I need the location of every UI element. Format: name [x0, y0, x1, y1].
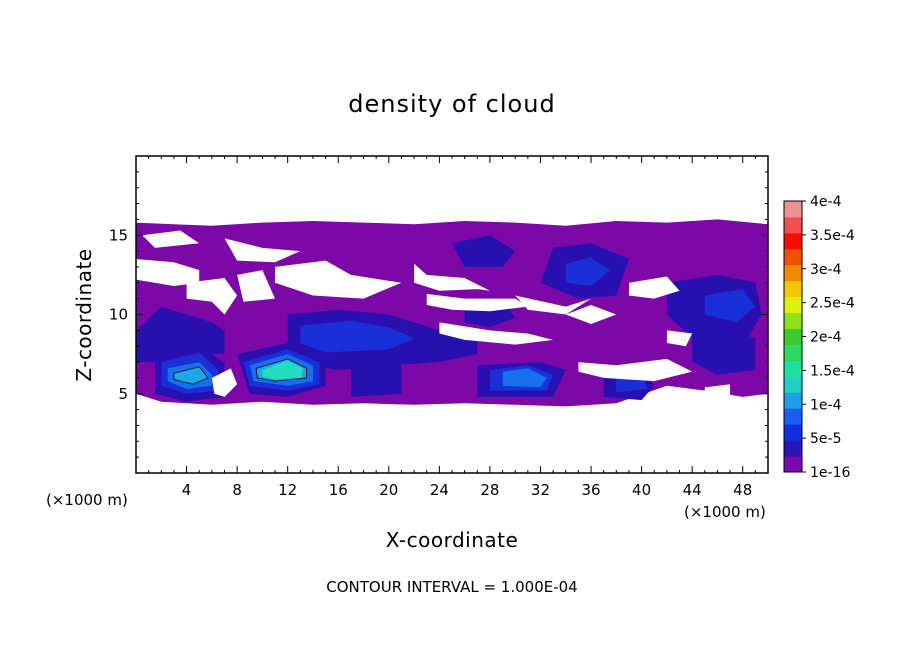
y-tick-label: 15: [109, 226, 128, 244]
no-cloud-area: [414, 263, 490, 291]
x-tick-label: 44: [683, 481, 702, 499]
contour-region-level-3: [502, 368, 547, 388]
y-tick-label: 5: [118, 385, 128, 403]
x-tick-label: 40: [632, 481, 651, 499]
x-tick-label: 20: [379, 481, 398, 499]
colorbar-swatch: [784, 216, 802, 234]
colorbar-label: 2.5e-4: [810, 296, 855, 312]
x-axis-label: X-coordinate: [386, 528, 519, 552]
no-cloud-area: [666, 330, 693, 347]
colorbar-labels: 1e-16 5e-5 1e-4 1.5e-4 2e-4 2.5e-4 3e-4 3.5e-4 4…: [810, 194, 855, 481]
x-tick-label: 28: [480, 481, 499, 499]
x-tick-label: 32: [531, 481, 550, 499]
colorbar-swatch: [784, 201, 802, 218]
colorbar-label: 1e-16: [810, 465, 850, 481]
no-cloud-area: [426, 293, 528, 312]
colorbar-swatch: [784, 296, 802, 314]
no-cloud-area: [224, 238, 301, 263]
colorbar-label: 4e-4: [810, 194, 842, 210]
contour-interval-note: CONTOUR INTERVAL = 1.000E-04: [326, 578, 577, 596]
colorbar-label: 1e-4: [810, 397, 842, 413]
no-cloud-areas: [136, 230, 768, 410]
x-unit-left: (×1000 m): [46, 491, 128, 509]
contour-region-level-2: [565, 257, 610, 286]
contour-region-level-5: [262, 360, 303, 380]
x-tick-label: 24: [430, 481, 449, 499]
contour-line: [173, 366, 209, 385]
colorbar-swatch: [784, 328, 802, 345]
axis-ticks: [136, 156, 768, 473]
no-cloud-area: [136, 259, 200, 286]
contour-line: [255, 358, 308, 382]
contour-region-level-2: [300, 320, 415, 353]
colorbar-swatch: [784, 376, 802, 393]
x-unit-right: (×1000 m): [684, 503, 766, 521]
x-tick-label: 4: [182, 481, 192, 499]
colorbar: [783, 200, 806, 473]
no-cloud-area: [237, 270, 275, 302]
no-cloud-area: [275, 260, 402, 299]
no-cloud-area: [515, 295, 591, 315]
y-tick-label: 10: [109, 306, 128, 324]
x-tick-label: 36: [581, 481, 600, 499]
contour-region-level-2: [704, 289, 756, 323]
contour-region-level-1: [692, 330, 756, 375]
colorbar-label: 2e-4: [810, 330, 842, 346]
colorbar-swatch: [784, 312, 802, 330]
colorbar-swatch: [784, 392, 802, 409]
no-cloud-area: [142, 230, 200, 248]
colorbar-label: 5e-5: [810, 431, 841, 447]
x-tick-label: 16: [329, 481, 348, 499]
no-cloud-area: [211, 368, 238, 397]
colorbar-swatch: [784, 424, 802, 441]
no-cloud-area: [704, 384, 731, 397]
colorbar-label: 3.5e-4: [810, 228, 855, 244]
no-cloud-area: [641, 393, 768, 410]
colorbar-swatch: [784, 264, 802, 282]
colorbar-swatch: [784, 408, 802, 425]
contour-region-level-1: [350, 362, 402, 397]
colorbar-swatch: [784, 280, 802, 298]
colorbar-swatch: [784, 248, 802, 266]
x-tick-label: 48: [733, 481, 752, 499]
colorbar-swatch: [784, 456, 802, 473]
no-cloud-area: [578, 358, 693, 382]
colorbar-label: 3e-4: [810, 262, 842, 278]
no-cloud-area: [629, 276, 680, 299]
no-cloud-area: [439, 322, 554, 345]
contour-region-level-1: [452, 235, 516, 267]
colorbar-swatch: [784, 232, 802, 250]
no-cloud-area: [565, 305, 617, 324]
contour-lines: [173, 358, 308, 385]
colorbar-label: 1.5e-4: [810, 363, 855, 379]
colorbar-swatch: [784, 440, 802, 457]
x-tick-label: 12: [278, 481, 297, 499]
y-axis-label: Z-coordinate: [72, 248, 96, 381]
chart-title: density of cloud: [348, 90, 555, 118]
x-tick-label: 8: [232, 481, 242, 499]
colorbar-swatch: [784, 344, 802, 361]
colorbar-swatch: [784, 360, 802, 377]
no-cloud-area: [186, 278, 238, 315]
